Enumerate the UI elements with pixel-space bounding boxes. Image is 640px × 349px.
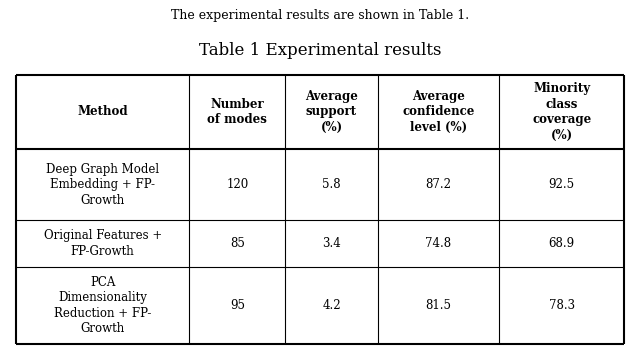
Text: Deep Graph Model
Embedding + FP-
Growth: Deep Graph Model Embedding + FP- Growth [46,163,159,207]
Text: 3.4: 3.4 [322,237,341,250]
Text: Minority
class
coverage
(%): Minority class coverage (%) [532,82,591,142]
Text: Average
support
(%): Average support (%) [305,90,358,134]
Text: 78.3: 78.3 [548,299,575,312]
Text: The experimental results are shown in Table 1.: The experimental results are shown in Ta… [171,9,469,22]
Text: 92.5: 92.5 [548,178,575,191]
Text: Table 1 Experimental results: Table 1 Experimental results [199,42,441,59]
Text: PCA
Dimensionality
Reduction + FP-
Growth: PCA Dimensionality Reduction + FP- Growt… [54,276,151,335]
Text: 68.9: 68.9 [548,237,575,250]
Text: 81.5: 81.5 [426,299,452,312]
Text: 120: 120 [226,178,248,191]
Text: Original Features +
FP-Growth: Original Features + FP-Growth [44,229,162,258]
Text: 5.8: 5.8 [322,178,341,191]
Text: 85: 85 [230,237,244,250]
Text: 87.2: 87.2 [426,178,452,191]
Text: Method: Method [77,105,128,118]
Text: 4.2: 4.2 [322,299,341,312]
Text: 95: 95 [230,299,245,312]
Text: Number
of modes: Number of modes [207,98,268,126]
Text: 74.8: 74.8 [426,237,452,250]
Text: Average
confidence
level (%): Average confidence level (%) [403,90,475,134]
